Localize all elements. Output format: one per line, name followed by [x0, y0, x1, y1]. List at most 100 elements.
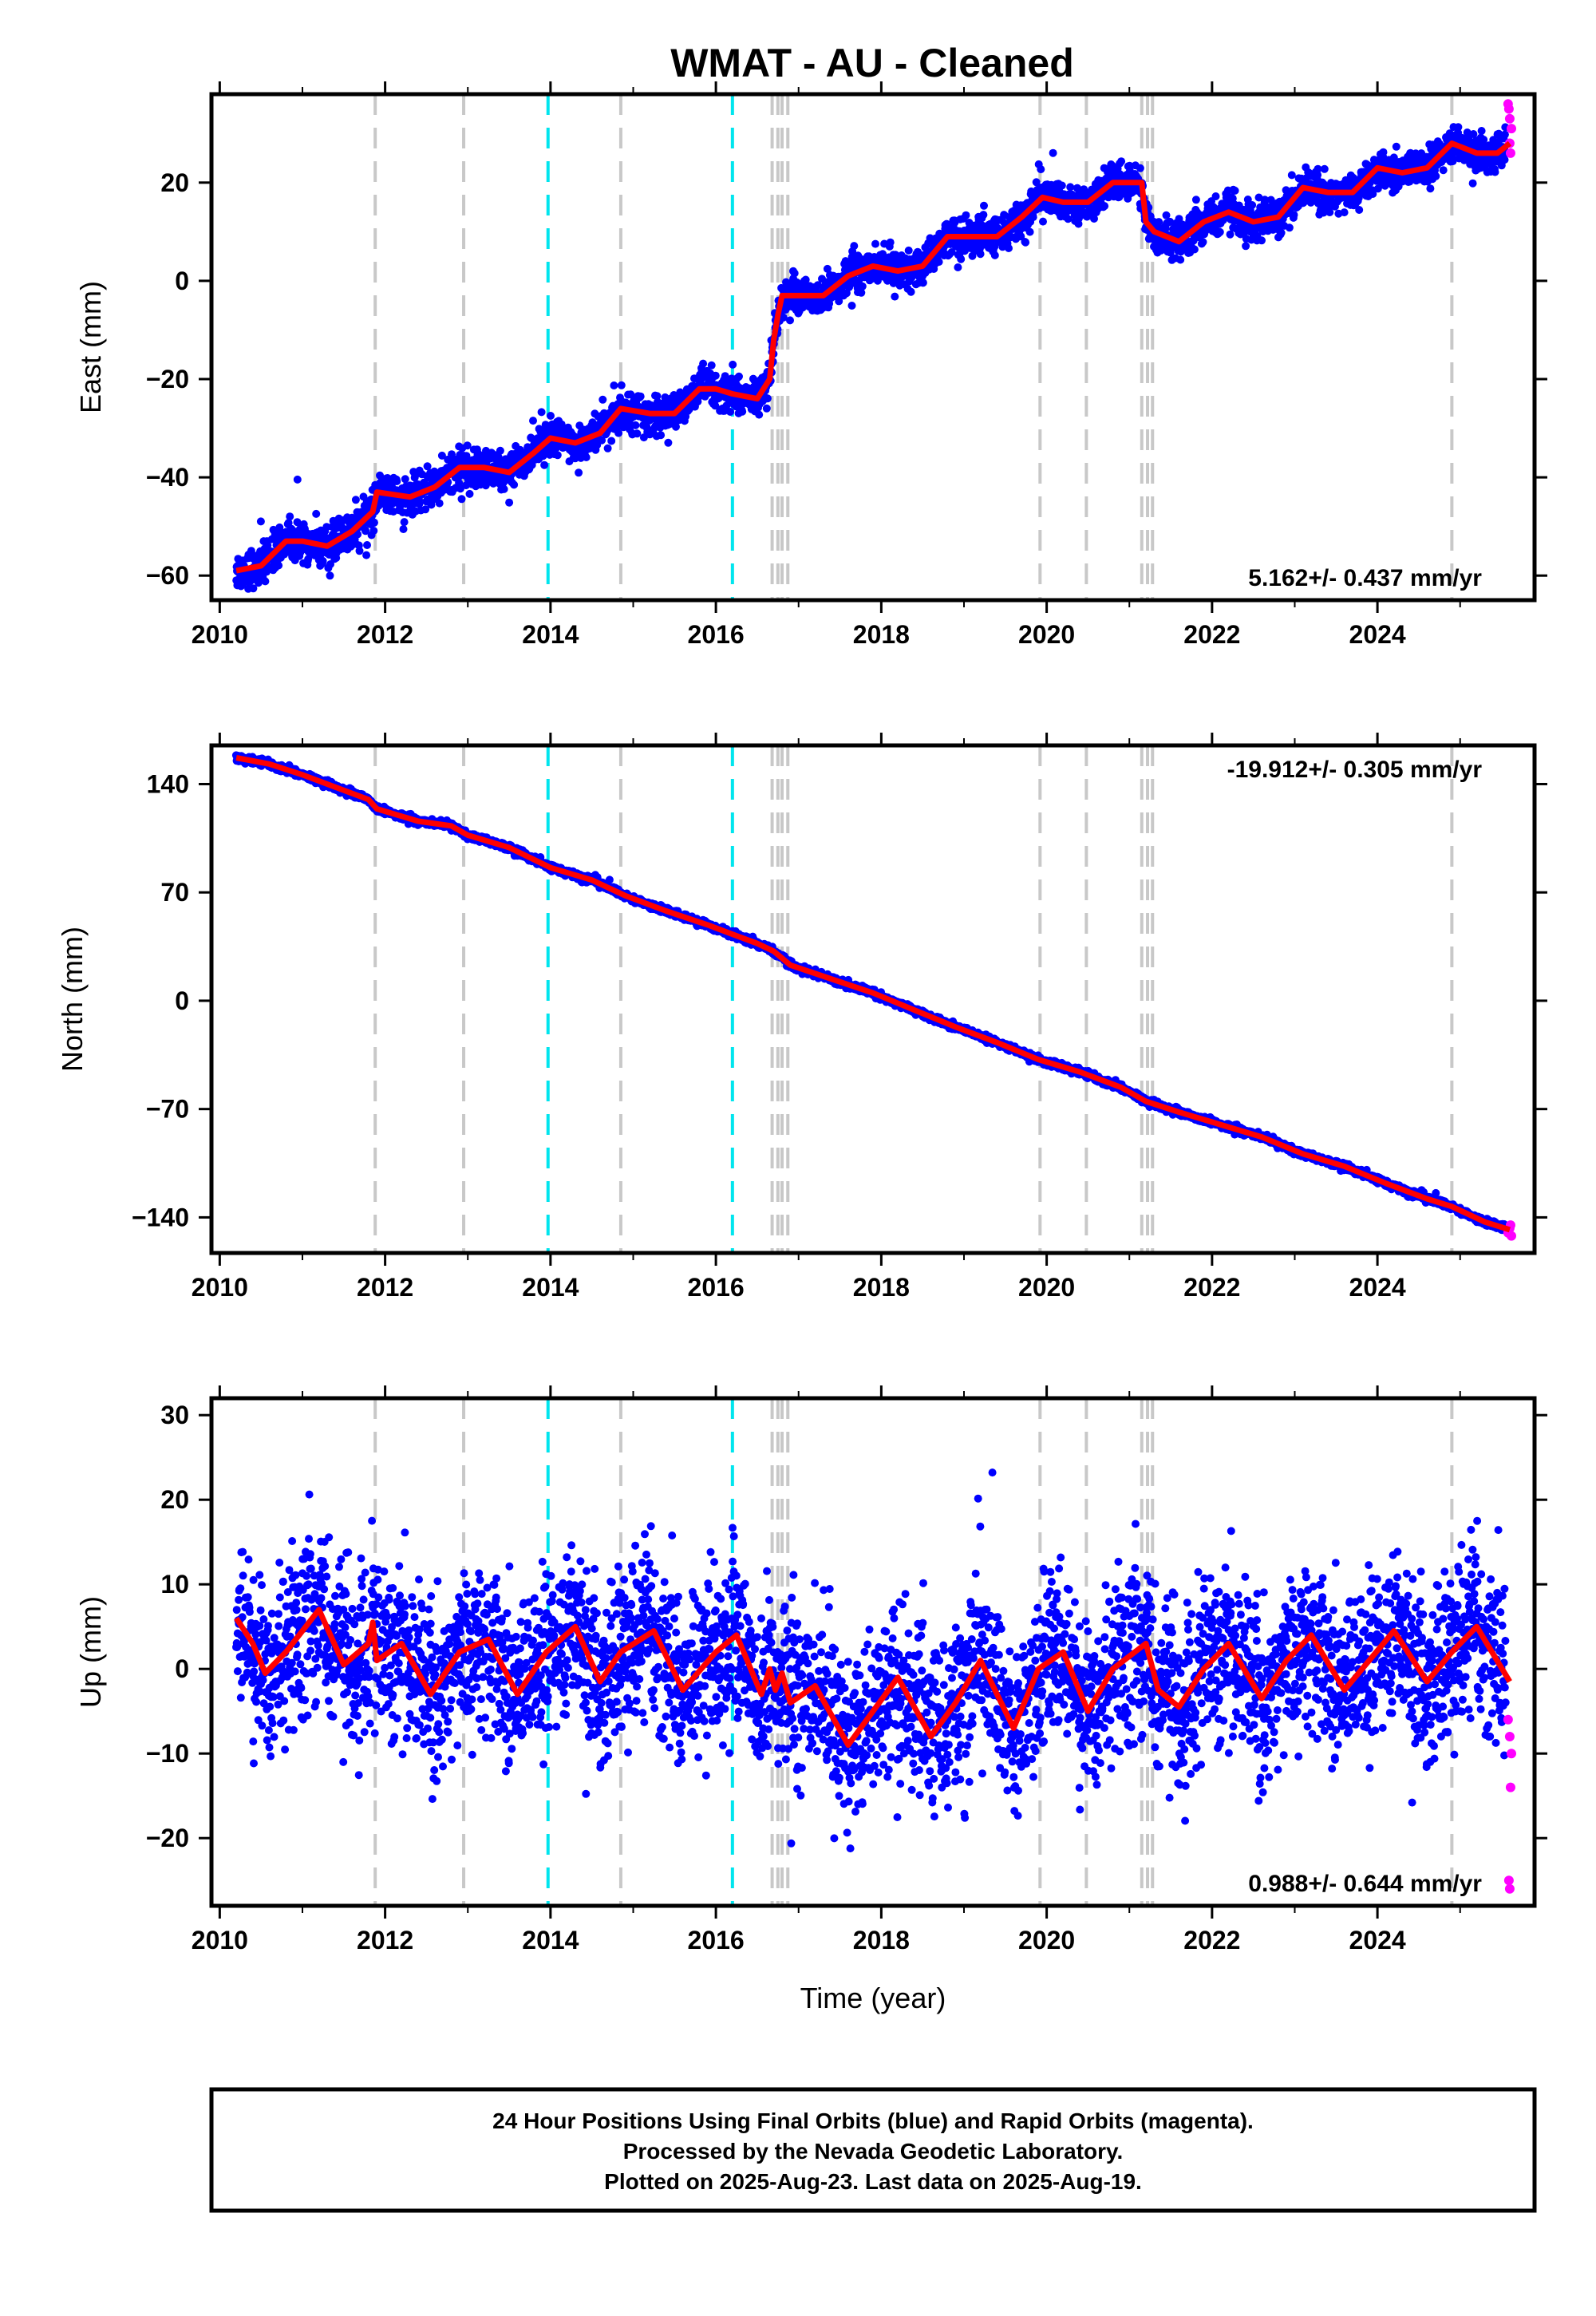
final-orbit-point — [1005, 244, 1013, 252]
final-orbit-point — [1242, 242, 1250, 251]
y-tick-label: 20 — [160, 168, 189, 197]
final-orbit-point — [318, 556, 327, 565]
x-tick-label: 2022 — [1183, 620, 1240, 649]
rapid-orbit-point — [1506, 124, 1516, 134]
final-orbit-point — [842, 289, 851, 298]
final-orbit-point — [907, 287, 915, 296]
final-orbit-point — [763, 394, 772, 403]
final-orbit-point — [496, 446, 504, 455]
final-orbit-point — [850, 242, 859, 251]
final-orbit-point — [437, 451, 446, 460]
final-orbit-point — [1500, 130, 1509, 139]
final-orbit-point — [1314, 164, 1322, 173]
final-orbit-point — [575, 468, 583, 477]
final-orbit-point — [672, 422, 680, 431]
final-orbit-point — [421, 505, 430, 514]
rapid-orbit-point — [1505, 148, 1515, 158]
final-orbit-point — [1226, 230, 1235, 239]
final-orbit-point — [699, 359, 708, 368]
final-orbit-point — [1176, 255, 1185, 264]
final-orbit-point — [361, 527, 370, 536]
final-orbit-point — [636, 392, 645, 401]
final-orbit-point — [527, 434, 535, 443]
final-orbit-point — [1254, 193, 1263, 202]
final-orbit-point — [729, 360, 737, 369]
final-orbit-point — [1491, 168, 1499, 176]
final-orbit-point — [1448, 155, 1457, 164]
y-tick-label: 0 — [175, 267, 189, 295]
final-orbit-point — [847, 302, 856, 310]
rapid-orbit-point — [1503, 104, 1514, 114]
plot-content — [232, 94, 1516, 600]
final-orbit-point — [401, 475, 409, 484]
final-orbit-point — [879, 250, 887, 259]
final-orbit-point — [540, 460, 549, 469]
final-orbit-point — [1325, 208, 1334, 216]
final-orbit-point — [1049, 148, 1057, 157]
x-tick-label: 2014 — [522, 620, 579, 649]
final-orbit-point — [835, 297, 843, 306]
final-orbit-point — [1231, 186, 1239, 195]
final-orbit-point — [1039, 217, 1047, 226]
final-orbit-point — [1100, 202, 1109, 211]
final-orbit-point — [657, 431, 666, 440]
final-orbit-point — [1029, 213, 1037, 222]
y-tick-label: −40 — [146, 463, 189, 492]
final-orbit-point — [1277, 228, 1286, 237]
final-orbit-point — [598, 395, 607, 404]
final-orbit-point — [1266, 196, 1275, 204]
final-orbit-point — [1057, 181, 1066, 190]
final-orbit-point — [755, 410, 764, 419]
final-orbit-point — [1479, 136, 1488, 144]
final-orbit-point — [1500, 156, 1509, 164]
final-orbit-point — [779, 313, 788, 322]
final-orbit-point — [735, 372, 743, 381]
y-tick-label: −60 — [146, 561, 189, 590]
final-orbit-point — [383, 474, 392, 482]
final-orbit-point — [369, 518, 378, 527]
final-orbit-point — [598, 436, 606, 445]
x-tick-label: 2024 — [1349, 620, 1406, 649]
final-orbit-point — [614, 429, 623, 437]
final-orbit-point — [362, 551, 371, 559]
final-orbit-point — [1258, 236, 1266, 245]
x-tick-label: 2020 — [1018, 620, 1075, 649]
model-fit-line — [235, 140, 1512, 574]
final-orbit-point — [790, 269, 799, 278]
final-orbit-point — [284, 519, 293, 528]
x-tick-label: 2018 — [853, 620, 910, 649]
final-orbit-point — [1287, 171, 1296, 180]
velocity-annotation: 5.162+/- 0.437 mm/yr — [1248, 565, 1482, 591]
final-orbit-point — [1032, 178, 1041, 187]
final-orbit-point — [529, 417, 537, 425]
final-orbit-point — [553, 451, 562, 460]
final-orbit-point — [1117, 157, 1126, 166]
x-tick-label: 2010 — [192, 620, 248, 649]
final-orbit-point — [463, 441, 472, 450]
final-orbit-point — [610, 381, 618, 389]
final-orbit-point — [1025, 227, 1034, 236]
final-orbit-point — [711, 401, 720, 410]
final-orbit-point — [1454, 123, 1463, 132]
final-orbit-point — [505, 498, 514, 507]
final-orbit-point — [1355, 206, 1364, 214]
plot-content — [231, 745, 1516, 1253]
final-orbit-point — [249, 584, 258, 593]
north-panel: 2010 2012 2014 2016 2018 2020 2022 2024−140−700… — [56, 733, 1547, 1302]
final-orbit-point — [1017, 232, 1025, 241]
final-orbit-point — [293, 475, 302, 484]
final-orbit-point — [990, 251, 999, 259]
plot-frame — [209, 92, 1537, 603]
final-orbit-point — [711, 371, 720, 380]
final-orbit-point — [918, 279, 927, 287]
final-orbit-point — [1166, 218, 1175, 226]
final-orbit-point — [293, 518, 302, 527]
final-orbit-point — [762, 404, 771, 413]
final-orbit-point — [891, 292, 899, 301]
final-orbit-point — [1432, 172, 1440, 180]
final-orbit-point — [857, 288, 866, 297]
east-panel: 2010 2012 2014 2016 2018 2020 2022 2024−60−40−2… — [74, 81, 1547, 649]
final-orbit-point — [537, 408, 546, 417]
final-orbit-point — [1469, 130, 1478, 138]
